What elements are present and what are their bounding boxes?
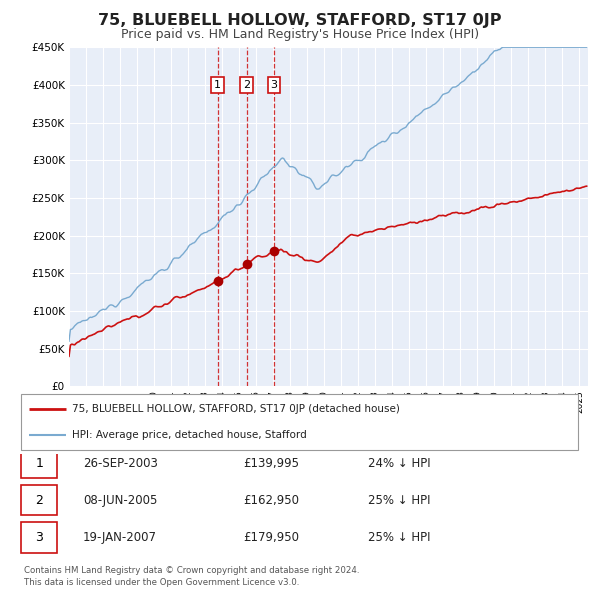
Text: £162,950: £162,950	[244, 494, 299, 507]
Text: Price paid vs. HM Land Registry's House Price Index (HPI): Price paid vs. HM Land Registry's House …	[121, 28, 479, 41]
Text: This data is licensed under the Open Government Licence v3.0.: This data is licensed under the Open Gov…	[23, 578, 299, 587]
Text: 08-JUN-2005: 08-JUN-2005	[83, 494, 157, 507]
FancyBboxPatch shape	[21, 522, 58, 552]
Text: 25% ↓ HPI: 25% ↓ HPI	[368, 494, 430, 507]
Text: 1: 1	[35, 457, 43, 470]
Text: 2: 2	[243, 80, 250, 90]
Text: 19-JAN-2007: 19-JAN-2007	[83, 531, 157, 544]
Text: £139,995: £139,995	[244, 457, 299, 470]
Text: 25% ↓ HPI: 25% ↓ HPI	[368, 531, 430, 544]
Text: 1: 1	[214, 80, 221, 90]
FancyBboxPatch shape	[21, 485, 58, 516]
Text: 3: 3	[35, 531, 43, 544]
Text: Contains HM Land Registry data © Crown copyright and database right 2024.: Contains HM Land Registry data © Crown c…	[23, 566, 359, 575]
FancyBboxPatch shape	[21, 394, 578, 450]
FancyBboxPatch shape	[21, 448, 58, 478]
Text: 26-SEP-2003: 26-SEP-2003	[83, 457, 158, 470]
Text: 24% ↓ HPI: 24% ↓ HPI	[368, 457, 430, 470]
Text: 3: 3	[271, 80, 278, 90]
Text: HPI: Average price, detached house, Stafford: HPI: Average price, detached house, Staf…	[71, 430, 307, 440]
Text: £179,950: £179,950	[244, 531, 299, 544]
Text: 75, BLUEBELL HOLLOW, STAFFORD, ST17 0JP (detached house): 75, BLUEBELL HOLLOW, STAFFORD, ST17 0JP …	[71, 404, 400, 414]
Text: 2: 2	[35, 494, 43, 507]
Text: 75, BLUEBELL HOLLOW, STAFFORD, ST17 0JP: 75, BLUEBELL HOLLOW, STAFFORD, ST17 0JP	[98, 13, 502, 28]
